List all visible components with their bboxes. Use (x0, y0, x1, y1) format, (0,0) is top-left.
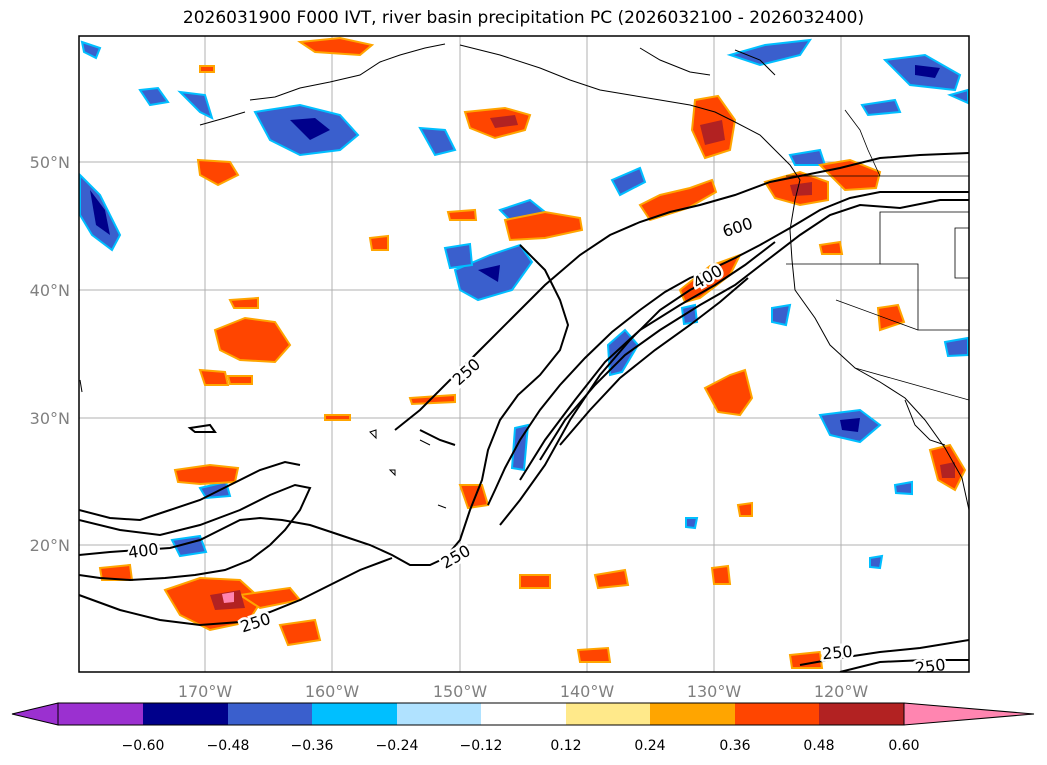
colorbar-segment (735, 703, 819, 725)
colorbar-segment (650, 703, 735, 725)
colorbar-segment (481, 703, 566, 725)
political-boundaries (786, 109, 969, 401)
lat-label: 40°N (30, 281, 70, 300)
lon-label: 160°W (305, 682, 360, 701)
map-frame (78, 35, 970, 673)
colorbar-tick-label: 0.48 (803, 738, 834, 754)
ivt-contour-label: 250 (821, 642, 853, 664)
ivt-contour-labels: 600 400 250 400 250 250 250 250 (124, 211, 949, 678)
colorbar-segment (143, 703, 228, 725)
colorbar-segment (312, 703, 397, 725)
colorbar-segment (566, 703, 650, 725)
colorbar-left-extension (11, 702, 59, 726)
colorbar: −0.60 −0.48 −0.36 −0.24 −0.12 0.12 0.24 … (11, 702, 1035, 754)
lon-label: 120°W (814, 682, 869, 701)
ivt-contour-label: 250 (914, 655, 947, 678)
lat-label: 20°N (30, 536, 70, 555)
colorbar-tick-label: −0.60 (122, 738, 165, 754)
colorbar-frame (57, 702, 905, 726)
colorbar-segment (58, 703, 143, 725)
colorbar-tick-label: −0.24 (376, 738, 419, 754)
latitude-labels: 50°N 40°N 30°N 20°N (30, 153, 70, 555)
colorbar-segment (819, 703, 904, 725)
colorbar-segment (397, 703, 481, 725)
colorbar-tick-label: −0.48 (207, 738, 250, 754)
colorbar-tick-label: −0.12 (460, 738, 503, 754)
map-title: 2026031900 F000 IVT, river basin precipi… (182, 8, 865, 28)
lon-label: 150°W (433, 682, 488, 701)
ivt-contours (79, 152, 969, 672)
colorbar-right-extension (903, 702, 1035, 726)
colorbar-tick-label: 0.36 (719, 738, 750, 754)
colorbar-tick-label: 0.60 (888, 738, 919, 754)
lon-label: 140°W (560, 682, 615, 701)
lon-label: 170°W (178, 682, 233, 701)
colorbar-tick-label: 0.12 (550, 738, 581, 754)
colorbar-segment (228, 703, 312, 725)
colorbar-tick-label: 0.24 (634, 738, 665, 754)
coastlines (79, 43, 969, 511)
lon-label: 130°W (687, 682, 742, 701)
longitude-labels: 170°W 160°W 150°W 140°W 130°W 120°W (178, 682, 869, 701)
strong-anomaly-cores (90, 65, 955, 610)
colorbar-tick-label: −0.36 (291, 738, 334, 754)
lat-label: 30°N (30, 409, 70, 428)
lat-label: 50°N (30, 153, 70, 172)
